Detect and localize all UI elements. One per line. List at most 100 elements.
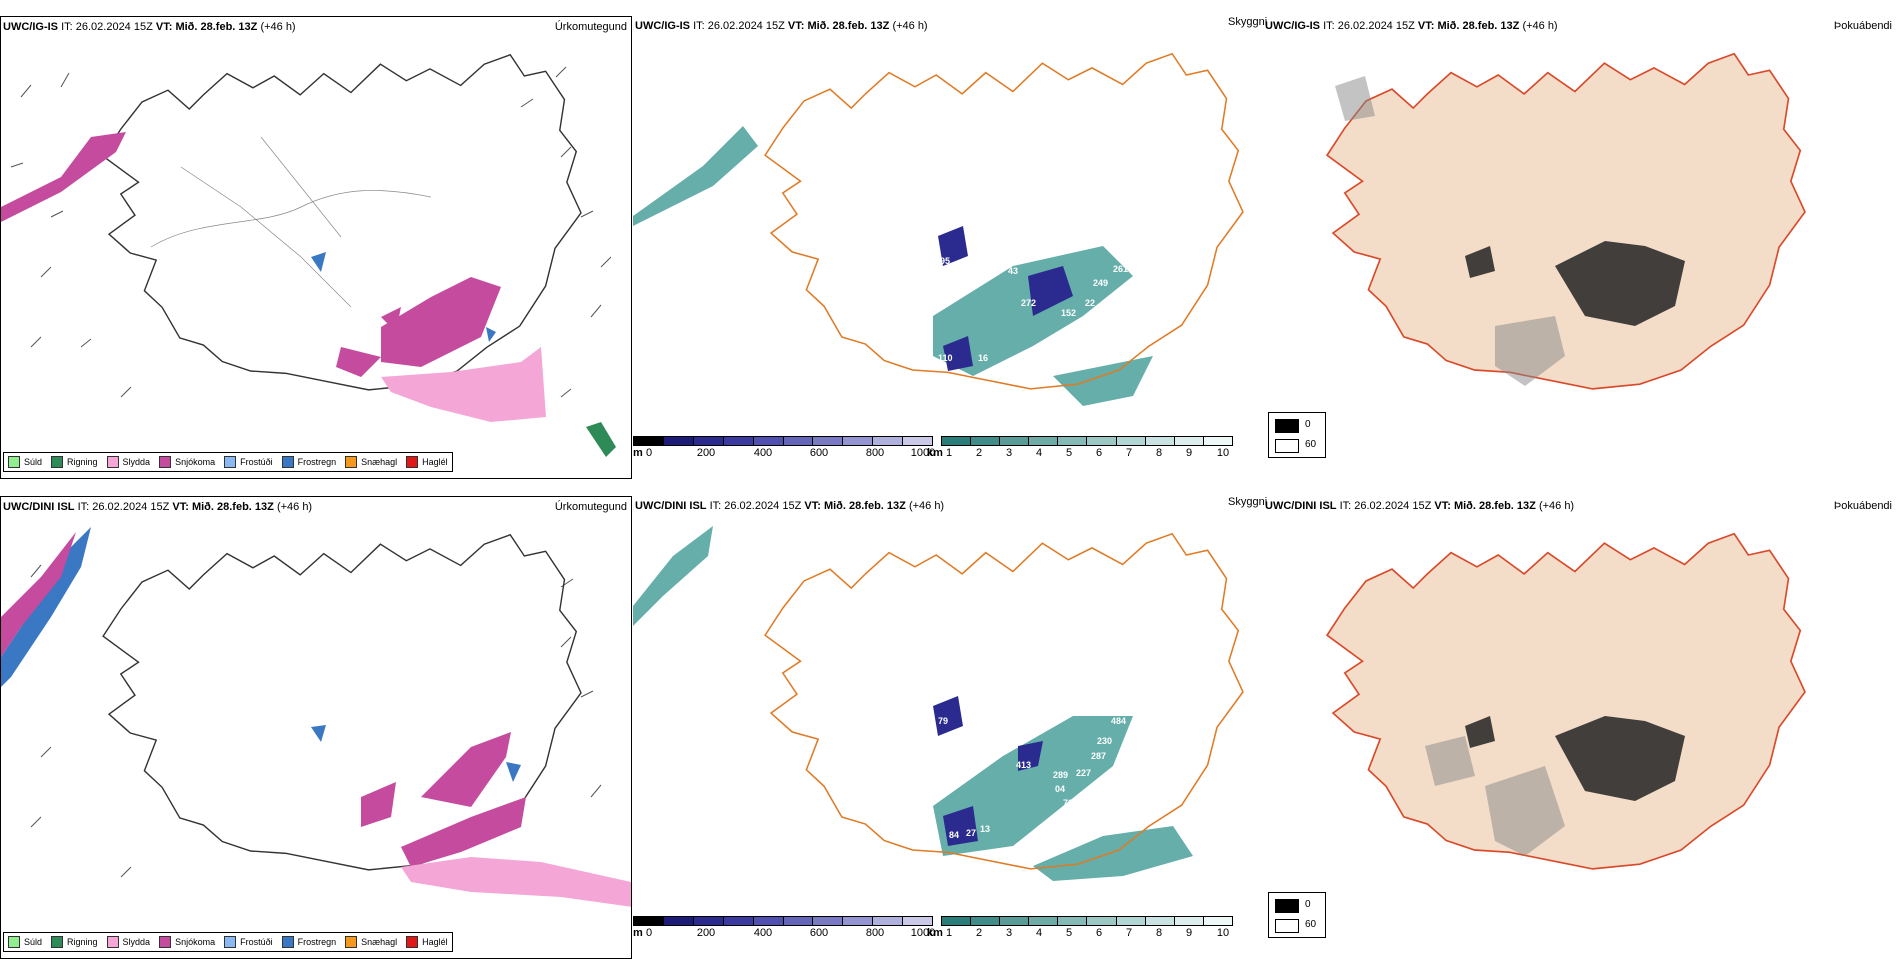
panel-title: Þokuábendi [1833, 500, 1892, 512]
cloudbase-label: 110 [938, 353, 953, 363]
precip-type-panel-top: UWC/IG-IS IT: 26.02.2024 15Z VT: Mið. 28… [0, 16, 632, 479]
legend-item: Haglél [406, 456, 448, 468]
cloudbase-label: 43 [1008, 266, 1018, 276]
cloudbase-colorbar: m 0 200 400 600 800 1000 [633, 916, 936, 940]
legend-item: Rigning [51, 456, 98, 468]
fog-legend: 0 60 [1268, 892, 1326, 938]
cloudbase-label: 413 [1016, 760, 1031, 770]
colorbar-ticks: 1 2 3 4 5 6 7 8 9 10 [945, 447, 1230, 459]
low-visibility-area [633, 526, 1193, 881]
legend-item: Haglél [406, 936, 448, 948]
panel-title: Þokuábendi [1833, 20, 1892, 32]
colorbar-ticks: 1 2 3 4 5 6 7 8 9 10 [945, 927, 1230, 939]
panel-header: UWC/DINI ISL IT: 26.02.2024 15Z VT: Mið.… [635, 500, 945, 512]
visibility-map: 79 70 413 289 04 227 287 230 484 84 27 1… [633, 526, 1244, 881]
legend-item: Rigning [51, 936, 98, 948]
snow-area [1, 132, 501, 377]
wind-barbs [10, 66, 612, 418]
panel-header: UWC/DINI ISL IT: 26.02.2024 15Z VT: Mið.… [1265, 500, 1575, 512]
fog-area [1465, 241, 1685, 326]
legend-swatch [1275, 439, 1299, 453]
low-visibility-area [633, 126, 1153, 406]
panel-title: Úrkomutegund [554, 21, 627, 33]
panel-header: UWC/DINI ISL IT: 26.02.2024 15Z VT: Mið.… [3, 501, 313, 513]
visibility-map: 95 43 272 152 22 249 261 110 16 22 [633, 52, 1244, 406]
iceland-outline [102, 54, 582, 391]
legend-swatch [1275, 919, 1299, 933]
iceland-land [1326, 532, 1806, 870]
visibility-colorbar: km 1 2 3 4 5 6 7 8 9 10 [927, 916, 1233, 940]
legend-swatch [224, 936, 237, 948]
legend-item: Slydda [106, 456, 150, 468]
cloudbase-label: 04 [1055, 784, 1065, 794]
wind-barbs [30, 564, 602, 878]
sleet-area [401, 857, 631, 907]
colorbar-swatches [633, 916, 933, 926]
panel-header: UWC/IG-IS IT: 26.02.2024 15Z VT: Mið. 28… [3, 21, 296, 33]
legend-item: Frostúði [224, 456, 273, 468]
legend-item: Slydda [106, 936, 150, 948]
panel-header: UWC/IG-IS IT: 26.02.2024 15Z VT: Mið. 28… [635, 20, 928, 32]
legend-swatch [281, 456, 294, 468]
cloudbase-label: 22 [1085, 298, 1095, 308]
cloudbase-label: 152 [1061, 308, 1076, 318]
legend-swatch [345, 456, 358, 468]
iceland-land [1326, 52, 1806, 390]
precip-legend: Súld Rigning Slydda Snjókoma Frostúði Fr… [3, 932, 453, 952]
cloudbase-label: 72 [1063, 798, 1073, 808]
panel-title: Skyggni [1228, 496, 1268, 508]
cloudbase-label: 79 [938, 716, 948, 726]
cloudbase-label: 261 [1113, 264, 1128, 274]
fog-panel-bottom: UWC/DINI ISL IT: 26.02.2024 15Z VT: Mið.… [1265, 496, 1900, 959]
legend-item: Frostregn [281, 456, 336, 468]
cloudbase-label: 95 [940, 256, 950, 266]
snow-area [1, 532, 526, 867]
legend-swatch [224, 456, 237, 468]
legend-swatch [8, 456, 20, 468]
panel-title: Úrkomutegund [554, 501, 627, 513]
cloudbase-labels: 79 70 413 289 04 227 287 230 484 84 27 1… [938, 716, 1126, 840]
fog-legend: 0 60 [1268, 412, 1326, 458]
legend-swatch [8, 936, 20, 948]
colorbar-unit: km [927, 447, 943, 459]
visibility-panel-top: UWC/IG-IS IT: 26.02.2024 15Z VT: Mið. 28… [633, 16, 1268, 479]
legend-swatch [106, 936, 119, 948]
colorbar-ticks: 0 200 400 600 800 1000 [645, 927, 936, 939]
colorbar-swatches [941, 916, 1233, 926]
legend-swatch [1275, 419, 1299, 433]
legend-item: Súld [8, 936, 42, 948]
precip-type-panel-bottom: UWC/DINI ISL IT: 26.02.2024 15Z VT: Mið.… [0, 496, 632, 959]
cloudbase-label: 70 [1011, 730, 1021, 740]
precip-legend: Súld Rigning Slydda Snjókoma Frostúði Fr… [3, 452, 453, 472]
legend-swatch [159, 936, 172, 948]
roads [150, 136, 432, 308]
colorbar-unit: m [633, 927, 643, 939]
cloudbase-label: 484 [1111, 716, 1126, 726]
fog-area-light [1335, 76, 1565, 386]
colorbar-unit: km [927, 927, 943, 939]
cloudbase-label: 22 [1058, 338, 1068, 348]
cloudbase-label: 16 [978, 353, 988, 363]
panel-title: Skyggni [1228, 16, 1268, 28]
cloudbase-labels: 95 43 272 152 22 249 261 110 16 22 [938, 256, 1128, 363]
frost-rain-area [1, 527, 521, 782]
precip-map [1, 54, 616, 457]
rain-area [586, 422, 616, 457]
cloudbase-label: 227 [1076, 768, 1091, 778]
legend-item: Frostregn [281, 936, 336, 948]
legend-swatch [406, 936, 419, 948]
legend-item: Snjókoma [159, 456, 215, 468]
fog-map [1326, 52, 1806, 390]
visibility-panel-bottom: UWC/DINI ISL IT: 26.02.2024 15Z VT: Mið.… [633, 496, 1268, 959]
visibility-colorbar: km 1 2 3 4 5 6 7 8 9 10 [927, 436, 1233, 460]
colorbar-swatches [633, 436, 933, 446]
colorbar-unit: m [633, 447, 643, 459]
legend-swatch [406, 456, 419, 468]
cloudbase-label: 230 [1097, 736, 1112, 746]
cloudbase-label: 272 [1021, 298, 1036, 308]
cloudbase-colorbar: m 0 200 400 600 800 1000 [633, 436, 935, 460]
legend-item: Frostúði [224, 936, 273, 948]
cloudbase-label: 249 [1093, 278, 1108, 288]
cloudbase-label: 27 [966, 828, 976, 838]
cloudbase-label: 84 [949, 830, 959, 840]
